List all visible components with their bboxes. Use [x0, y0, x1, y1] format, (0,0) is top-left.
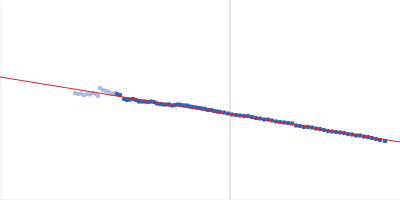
y-axis: [1, 1, 2, 200]
reference-line: [230, 0, 231, 200]
point: [96, 94, 101, 99]
plot-area: [0, 0, 400, 200]
chart: [0, 0, 400, 200]
axis-line: [1, 1, 2, 200]
fit-line: [0, 77, 400, 142]
